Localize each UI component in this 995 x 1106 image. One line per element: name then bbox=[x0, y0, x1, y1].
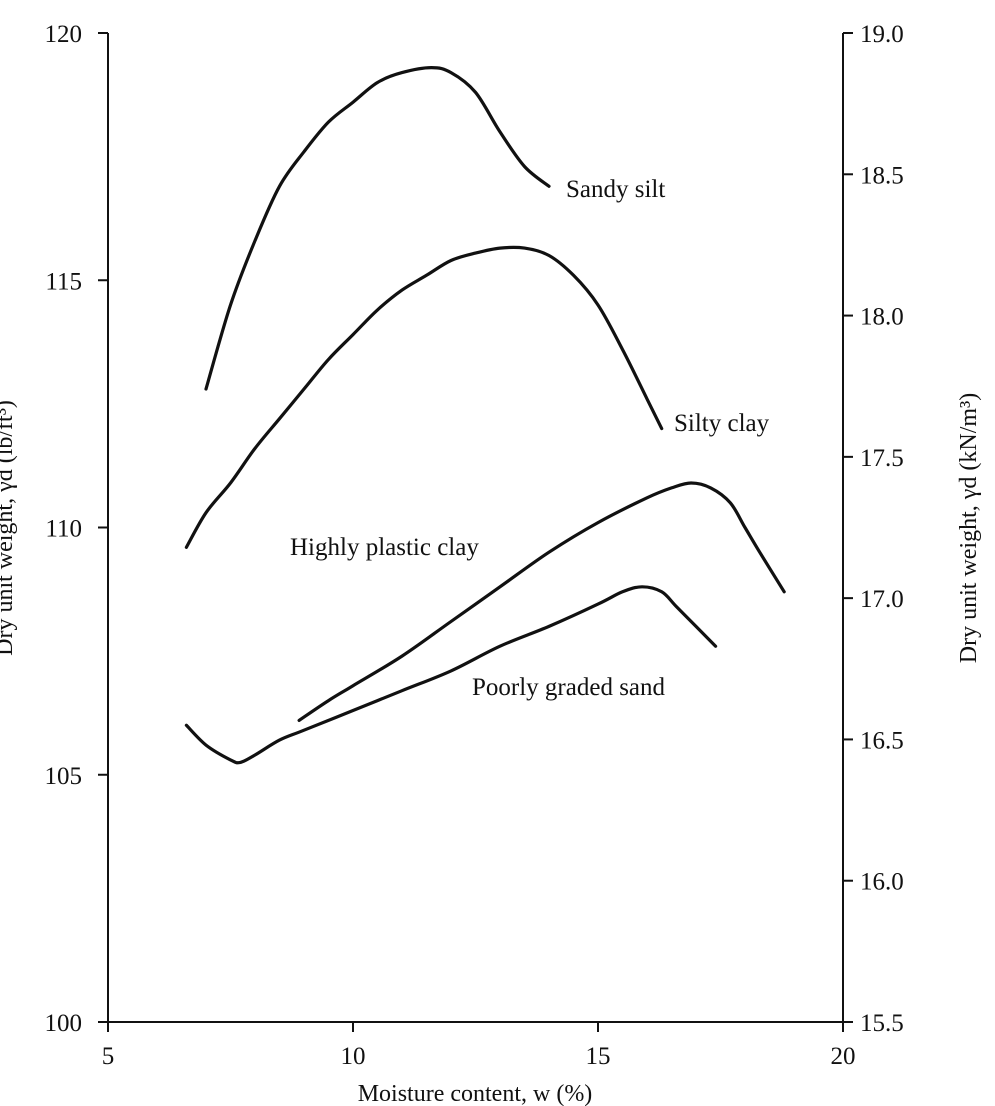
curve-sandy-silt bbox=[204, 66, 551, 391]
right-axis-title: Dry unit weight, γd (kN/m³) bbox=[956, 393, 982, 663]
right-tick-label-6: 18.5 bbox=[860, 162, 904, 189]
curve-label-sandy-silt: Sandy silt bbox=[566, 176, 665, 203]
curve-highly-plastic-clay bbox=[297, 481, 786, 722]
right-tick-label-4: 17.5 bbox=[860, 445, 904, 472]
x-tick-label-0: 5 bbox=[102, 1043, 115, 1070]
right-tick-label-5: 18.0 bbox=[860, 304, 904, 331]
tick-labels-layer: 5 10 15 20 100 105 110 115 120 15.5 16.0 16.5 17.0 17… bbox=[45, 21, 904, 1070]
curves-layer bbox=[184, 66, 786, 765]
left-tick-label-3: 115 bbox=[45, 268, 82, 295]
x-axis-title: Moisture content, w (%) bbox=[358, 1081, 593, 1106]
x-tick-label-3: 20 bbox=[831, 1043, 856, 1070]
right-tick-label-7: 19.0 bbox=[860, 21, 904, 48]
x-tick-label-1: 10 bbox=[341, 1043, 366, 1070]
right-tick-label-3: 17.0 bbox=[860, 586, 904, 613]
right-tick-label-2: 16.5 bbox=[860, 727, 904, 754]
curve-silty-clay bbox=[184, 245, 664, 549]
right-tick-label-0: 15.5 bbox=[860, 1010, 904, 1037]
curve-label-poorly-graded-sand: Poorly graded sand bbox=[472, 674, 666, 701]
left-tick-label-1: 105 bbox=[45, 763, 83, 790]
right-tick-label-1: 16.0 bbox=[860, 869, 904, 896]
curve-poorly-graded-sand bbox=[184, 585, 718, 765]
left-tick-label-2: 110 bbox=[45, 516, 82, 543]
x-tick-label-2: 15 bbox=[586, 1043, 611, 1070]
left-tick-label-0: 100 bbox=[45, 1010, 83, 1037]
curve-label-silty-clay: Silty clay bbox=[674, 410, 770, 437]
curve-label-highly-plastic-clay: Highly plastic clay bbox=[290, 534, 479, 561]
ticks-layer bbox=[98, 32, 853, 1032]
left-tick-label-4: 120 bbox=[45, 21, 83, 48]
left-axis-title: Dry unit weight, γd (lb/ft³) bbox=[0, 400, 18, 656]
series-labels-layer: Sandy silt Silty clay Highly plastic clay P… bbox=[290, 176, 770, 701]
